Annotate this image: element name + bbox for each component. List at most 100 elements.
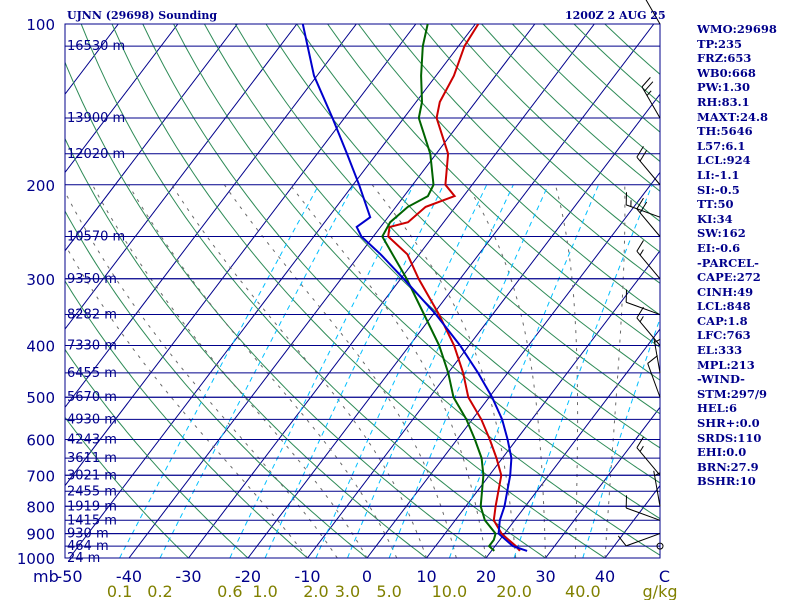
mixing-ratio-label: 3.0 [335,582,360,600]
dry-adiabat-line [111,24,606,558]
barb-shaft [645,0,661,25]
index-value: LCL:848 [697,299,751,314]
barb-half-flag [639,445,644,452]
index-value: BRN:27.9 [697,459,759,474]
index-value: CAPE:272 [697,270,761,285]
temperature-tick-label: 30 [535,567,555,586]
index-value: STM:297/9 [697,386,768,401]
wind-barb [617,533,661,547]
mixing-ratio-label: 0.1 [107,582,132,600]
height-level-label: 4930 m [67,412,117,427]
index-value: RH:83.1 [697,94,750,109]
height-level-label: 1919 m [67,499,117,514]
index-value: HEL:6 [697,401,737,416]
isobars [64,23,661,559]
index-value: WMO:29698 [697,22,777,36]
barb-flag [636,240,644,252]
mixing-ratio-label: 0.2 [147,582,172,600]
index-value: -WIND- [697,372,745,387]
height-level-label: 2455 m [67,484,117,499]
barb-shaft [641,86,661,119]
barb-flag [636,146,644,158]
index-value: PW:1.30 [697,80,751,95]
mixing-ratio-label: 0.6 [217,582,242,600]
wind-barb [656,542,664,550]
barb-flag [617,535,627,547]
isotherm-line [247,24,655,558]
index-value: CAP:1.8 [697,313,748,328]
index-value: EHI:0.0 [697,445,747,460]
barb-shaft [626,507,661,521]
wind-barb [625,192,661,218]
index-value: TP:235 [697,36,743,51]
mixing-ratio-label: 5.0 [376,582,401,600]
mixing-ratio-line [315,184,488,558]
wind-barbs [617,0,664,550]
background-lines [65,24,660,558]
temperature-tick-label: 20 [476,567,496,586]
index-value: EI:-0.6 [697,240,741,255]
temperature-tick-label: -10 [294,567,320,586]
temperature-tick-label: -50 [56,567,82,586]
barb-flag [647,355,658,364]
barb-shaft [636,447,661,476]
pressure-tick-label: 900 [26,526,55,544]
temperature-tick-label: -30 [175,567,201,586]
wind-barb [653,470,661,507]
height-level-label: 4243 m [67,433,117,448]
index-value: MPL:213 [697,357,755,372]
barb-flag [644,81,654,92]
wind-barb [636,146,661,186]
mixing-ratio-line [229,184,415,558]
barb-half-flag [639,249,644,256]
wind-barb [636,197,661,237]
barb-shaft [626,204,661,218]
height-level-label: 24 m [67,551,100,566]
barb-shaft [626,533,661,547]
wind-barb [645,0,661,25]
mixing-ratio-label: 20.0 [496,582,532,600]
index-value: LFC:763 [697,328,751,343]
calm-circle [656,542,664,550]
plot-frame [64,23,661,559]
pressure-tick-label: 600 [26,432,55,450]
isotherm-line [426,249,660,558]
temperature-trace [387,24,521,552]
index-value: EL:333 [697,343,743,358]
index-value: KI:34 [697,211,733,226]
sounding-time: 1200Z 2 AUG 25 [565,9,666,22]
barb-flag [641,77,651,88]
index-value: MAXT:24.8 [697,109,768,124]
mixing-ratio-label: 1.0 [252,582,277,600]
temperature-tick-label: C [659,567,670,586]
temperature-tick-label: 0 [362,567,372,586]
index-value: CINH:49 [697,284,754,299]
wind-barb [636,240,661,280]
temperature-tick-label: 10 [416,567,436,586]
moist-adiabat-line [128,184,398,558]
isotherm-line [65,24,298,330]
index-value: -PARCEL- [697,255,759,270]
height-level-label: 6455 m [67,366,117,381]
barb-shaft [653,337,661,373]
pressure-tick-label: 100 [26,16,55,34]
height-level-label: 1415 m [67,513,117,528]
barb-flag [636,436,644,448]
barb-shaft [636,208,661,237]
barb-shaft [636,250,661,280]
isotherm-line [65,24,357,409]
mixing-ratio-line [513,184,653,558]
pressure-tick-label: 300 [26,271,55,289]
mixing-ratio-label: 2.0 [303,582,328,600]
mixing-ratio-line [264,184,445,558]
pressure-tick-label: 400 [26,338,55,356]
mixing-ratio-label: 40.0 [565,582,601,600]
mixing-ratio-label: 10.0 [432,582,468,600]
index-value: TT:50 [697,197,734,212]
station-title: UJNN (29698) Sounding [67,9,218,22]
height-level-label: 5670 m [67,390,117,405]
wind-barb [641,77,661,119]
mixing-ratio-line [119,184,320,558]
barb-flag [639,149,648,162]
